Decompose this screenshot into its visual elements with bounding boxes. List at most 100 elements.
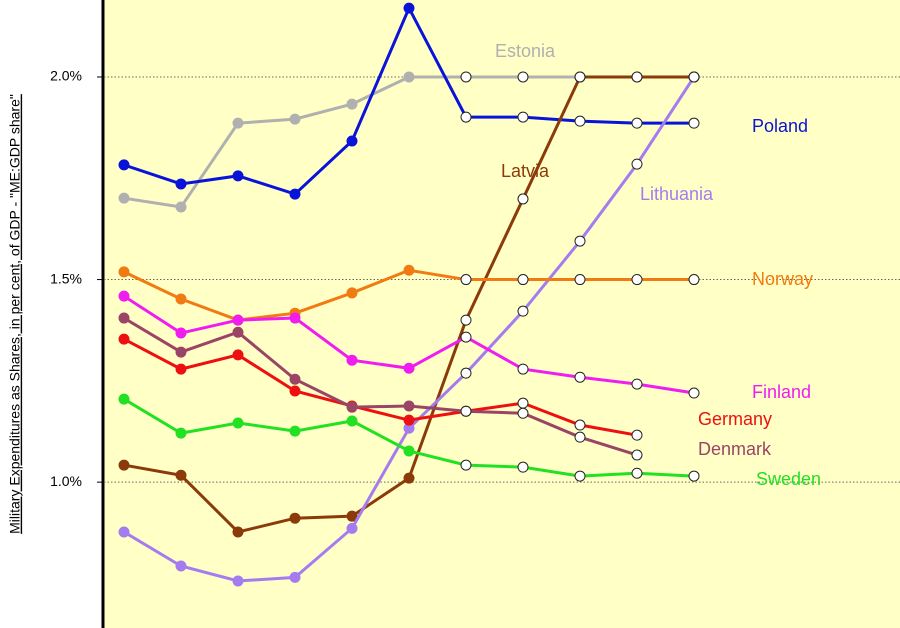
point (517, 193, 529, 205)
y-tick-label: 2.0% (50, 68, 82, 84)
point (517, 71, 529, 83)
series-label: Germany (698, 409, 772, 429)
point (232, 526, 244, 538)
point (289, 571, 301, 583)
point (175, 427, 187, 439)
point (574, 235, 586, 247)
point (346, 510, 358, 522)
point (460, 405, 472, 417)
point (631, 429, 643, 441)
point (688, 71, 700, 83)
point (346, 287, 358, 299)
point (175, 293, 187, 305)
point (631, 449, 643, 461)
point (118, 266, 130, 278)
series-label: Latvia (501, 161, 550, 181)
point (118, 333, 130, 345)
point (175, 201, 187, 213)
point (346, 522, 358, 534)
point (232, 575, 244, 587)
point (460, 459, 472, 471)
point (118, 459, 130, 471)
point (175, 363, 187, 375)
point (118, 393, 130, 405)
point (403, 71, 415, 83)
series-line (123, 316, 638, 457)
point (289, 373, 301, 385)
point (232, 170, 244, 182)
point (346, 98, 358, 110)
point (688, 387, 700, 399)
point (118, 526, 130, 538)
point (460, 367, 472, 379)
series-label: Sweden (756, 469, 821, 489)
point (403, 362, 415, 374)
point (175, 560, 187, 572)
point (289, 312, 301, 324)
point (346, 415, 358, 427)
series-label: Estonia (495, 41, 556, 61)
point (403, 264, 415, 276)
point (688, 274, 700, 286)
point (631, 117, 643, 129)
point (118, 159, 130, 171)
point (460, 314, 472, 326)
series-label: Lithuania (640, 184, 714, 204)
point (346, 354, 358, 366)
point (460, 111, 472, 123)
point (289, 188, 301, 200)
point (175, 469, 187, 481)
y-axis-label: Military Expenditures as Shares, in per … (7, 94, 23, 534)
point (403, 2, 415, 14)
series-label: Poland (752, 116, 808, 136)
series-label: Norway (752, 269, 813, 289)
point (232, 417, 244, 429)
point (688, 117, 700, 129)
point (517, 461, 529, 473)
point (175, 327, 187, 339)
point (289, 113, 301, 125)
point (403, 472, 415, 484)
point (574, 115, 586, 127)
point (574, 431, 586, 443)
series-label: Denmark (698, 439, 772, 459)
point (574, 274, 586, 286)
point (232, 314, 244, 326)
series-line (123, 337, 638, 437)
point (232, 349, 244, 361)
point (232, 326, 244, 338)
point (631, 274, 643, 286)
point (631, 378, 643, 390)
point (175, 178, 187, 190)
point (118, 312, 130, 324)
series-label: Finland (752, 382, 811, 402)
y-tick-label: 1.5% (50, 270, 82, 286)
point (289, 425, 301, 437)
point (460, 274, 472, 286)
point (403, 400, 415, 412)
point (175, 346, 187, 358)
point (631, 158, 643, 170)
point (574, 470, 586, 482)
point (517, 407, 529, 419)
point (460, 331, 472, 343)
point (403, 414, 415, 426)
point (517, 111, 529, 123)
point (118, 192, 130, 204)
point (289, 385, 301, 397)
plot-area (103, 0, 900, 628)
point (574, 371, 586, 383)
point (631, 71, 643, 83)
point (460, 71, 472, 83)
point (574, 71, 586, 83)
point (517, 274, 529, 286)
y-tick-label: 1.0% (50, 473, 82, 489)
point (118, 290, 130, 302)
point (574, 419, 586, 431)
point (232, 117, 244, 129)
point (346, 135, 358, 147)
point (517, 305, 529, 317)
point (631, 467, 643, 479)
point (289, 512, 301, 524)
